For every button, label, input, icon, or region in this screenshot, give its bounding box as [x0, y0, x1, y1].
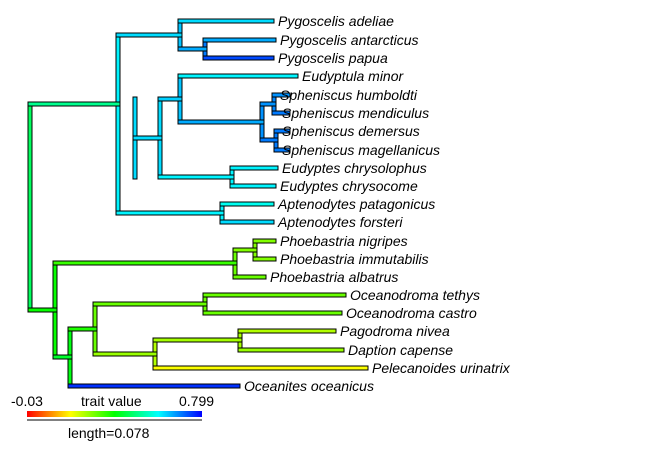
tip-label: Daption capense — [348, 342, 453, 358]
color-legend: -0.03 trait value 0.799 length=0.078 — [11, 393, 214, 441]
tip-label: Pelecanoides urinatrix — [372, 360, 511, 376]
tip-label: Spheniscus humboldti — [280, 87, 418, 103]
tip-label: Spheniscus mendiculus — [282, 105, 429, 121]
tip-labels: Pygoscelis adeliae Pygoscelis antarcticus… — [244, 13, 511, 394]
legend-max-label: 0.799 — [179, 393, 214, 409]
tip-label: Pygoscelis adeliae — [278, 13, 394, 29]
tip-label: Phoebastria immutabilis — [280, 251, 429, 267]
tip-label: Pagodroma nivea — [340, 323, 450, 339]
tip-label: Pygoscelis papua — [278, 50, 388, 66]
tip-label: Spheniscus demersus — [282, 123, 420, 139]
legend-color-bar — [27, 411, 202, 417]
tip-label: Oceanodroma castro — [346, 305, 477, 321]
tip-label: Aptenodytes forsteri — [277, 214, 403, 230]
tip-label: Aptenodytes patagonicus — [277, 196, 435, 212]
legend-min-label: -0.03 — [11, 393, 43, 409]
tip-label: Phoebastria nigripes — [280, 233, 408, 249]
tip-label: Phoebastria albatrus — [270, 269, 398, 285]
tree-branches — [27, 18, 369, 389]
tip-label: Pygoscelis antarcticus — [280, 32, 419, 48]
tip-label: Eudyptes chrysocome — [280, 178, 418, 194]
tip-label: Spheniscus magellanicus — [282, 142, 440, 158]
tip-label: Oceanodroma tethys — [350, 287, 480, 303]
legend-length-label: length=0.078 — [68, 425, 150, 441]
legend-title: trait value — [81, 393, 142, 409]
tip-label: Eudyptula minor — [302, 68, 405, 84]
tip-label: Eudyptes chrysolophus — [282, 160, 427, 176]
tip-label: Oceanites oceanicus — [244, 378, 374, 394]
